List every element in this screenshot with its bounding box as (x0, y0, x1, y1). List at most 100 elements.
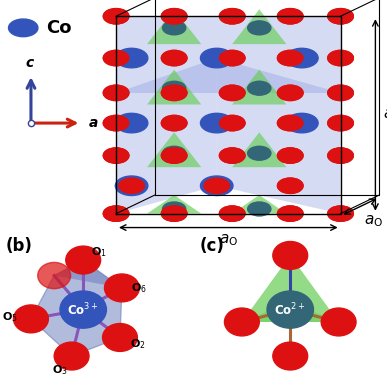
Text: $a_\mathrm{O}$: $a_\mathrm{O}$ (383, 107, 387, 123)
Circle shape (161, 148, 187, 163)
Circle shape (219, 206, 245, 221)
Circle shape (38, 262, 71, 289)
Circle shape (219, 85, 245, 101)
Circle shape (103, 50, 129, 66)
Circle shape (277, 178, 303, 194)
Circle shape (328, 50, 353, 66)
Circle shape (286, 113, 318, 133)
Circle shape (200, 48, 233, 68)
Circle shape (103, 206, 129, 221)
Circle shape (161, 50, 187, 66)
Circle shape (204, 178, 229, 194)
Text: O$_3$: O$_3$ (52, 363, 68, 377)
Polygon shape (242, 255, 339, 322)
Circle shape (163, 81, 186, 95)
Text: O$_2$: O$_2$ (130, 337, 145, 351)
Circle shape (328, 148, 353, 163)
Text: $a_\mathrm{O}$: $a_\mathrm{O}$ (364, 214, 383, 229)
Circle shape (328, 115, 353, 131)
Polygon shape (116, 123, 217, 214)
Circle shape (219, 9, 245, 24)
Circle shape (161, 9, 187, 24)
Polygon shape (232, 195, 286, 214)
Polygon shape (217, 123, 341, 214)
Circle shape (219, 50, 245, 66)
Polygon shape (232, 70, 286, 104)
Circle shape (54, 342, 89, 370)
Circle shape (103, 148, 129, 163)
Polygon shape (147, 70, 201, 104)
Circle shape (277, 50, 303, 66)
Circle shape (277, 115, 303, 131)
Circle shape (103, 9, 129, 24)
Circle shape (328, 9, 353, 24)
Polygon shape (116, 16, 341, 93)
Text: Co$^{3+}$: Co$^{3+}$ (67, 301, 99, 318)
Circle shape (321, 308, 356, 336)
Circle shape (219, 50, 245, 66)
Circle shape (161, 85, 187, 101)
Circle shape (161, 206, 187, 221)
Polygon shape (232, 9, 286, 44)
Circle shape (277, 148, 303, 163)
Circle shape (328, 148, 353, 163)
Circle shape (163, 202, 186, 216)
Circle shape (328, 85, 353, 101)
Circle shape (277, 206, 303, 221)
Circle shape (328, 9, 353, 24)
Circle shape (204, 178, 229, 194)
Polygon shape (147, 195, 201, 214)
Circle shape (103, 9, 129, 24)
Circle shape (161, 115, 187, 131)
Circle shape (60, 291, 106, 328)
Circle shape (277, 50, 303, 66)
Circle shape (103, 85, 129, 101)
Circle shape (14, 305, 48, 333)
Circle shape (219, 148, 245, 163)
Circle shape (328, 115, 353, 131)
Polygon shape (242, 302, 339, 322)
Circle shape (219, 206, 245, 221)
Polygon shape (31, 260, 122, 356)
Circle shape (219, 115, 245, 131)
Circle shape (161, 85, 187, 101)
Circle shape (328, 50, 353, 66)
Circle shape (328, 206, 353, 221)
Circle shape (200, 113, 233, 133)
Circle shape (328, 206, 353, 221)
Circle shape (277, 148, 303, 163)
Circle shape (277, 178, 303, 194)
Circle shape (286, 48, 318, 68)
Circle shape (104, 274, 139, 302)
Circle shape (119, 178, 144, 194)
Circle shape (103, 206, 129, 221)
Polygon shape (54, 260, 122, 288)
Text: a: a (89, 116, 98, 130)
Text: $a_\mathrm{O}$: $a_\mathrm{O}$ (219, 232, 238, 248)
Circle shape (248, 146, 271, 160)
Polygon shape (116, 58, 217, 156)
Circle shape (163, 21, 186, 35)
Polygon shape (147, 132, 201, 167)
Polygon shape (232, 132, 286, 167)
Polygon shape (217, 58, 341, 156)
Circle shape (115, 176, 148, 195)
Circle shape (200, 176, 233, 195)
Circle shape (277, 115, 303, 131)
Circle shape (163, 146, 186, 160)
Circle shape (103, 85, 129, 101)
Circle shape (224, 308, 259, 336)
Text: O$_6$: O$_6$ (131, 281, 147, 295)
Circle shape (161, 206, 187, 221)
Circle shape (103, 115, 129, 131)
Circle shape (219, 85, 245, 101)
Text: O$_1$: O$_1$ (91, 245, 106, 259)
Circle shape (277, 85, 303, 101)
Circle shape (161, 50, 187, 66)
Circle shape (277, 206, 303, 221)
Text: (b): (b) (6, 237, 33, 255)
Circle shape (277, 9, 303, 24)
Circle shape (161, 148, 187, 163)
Circle shape (273, 342, 308, 370)
Circle shape (115, 48, 148, 68)
